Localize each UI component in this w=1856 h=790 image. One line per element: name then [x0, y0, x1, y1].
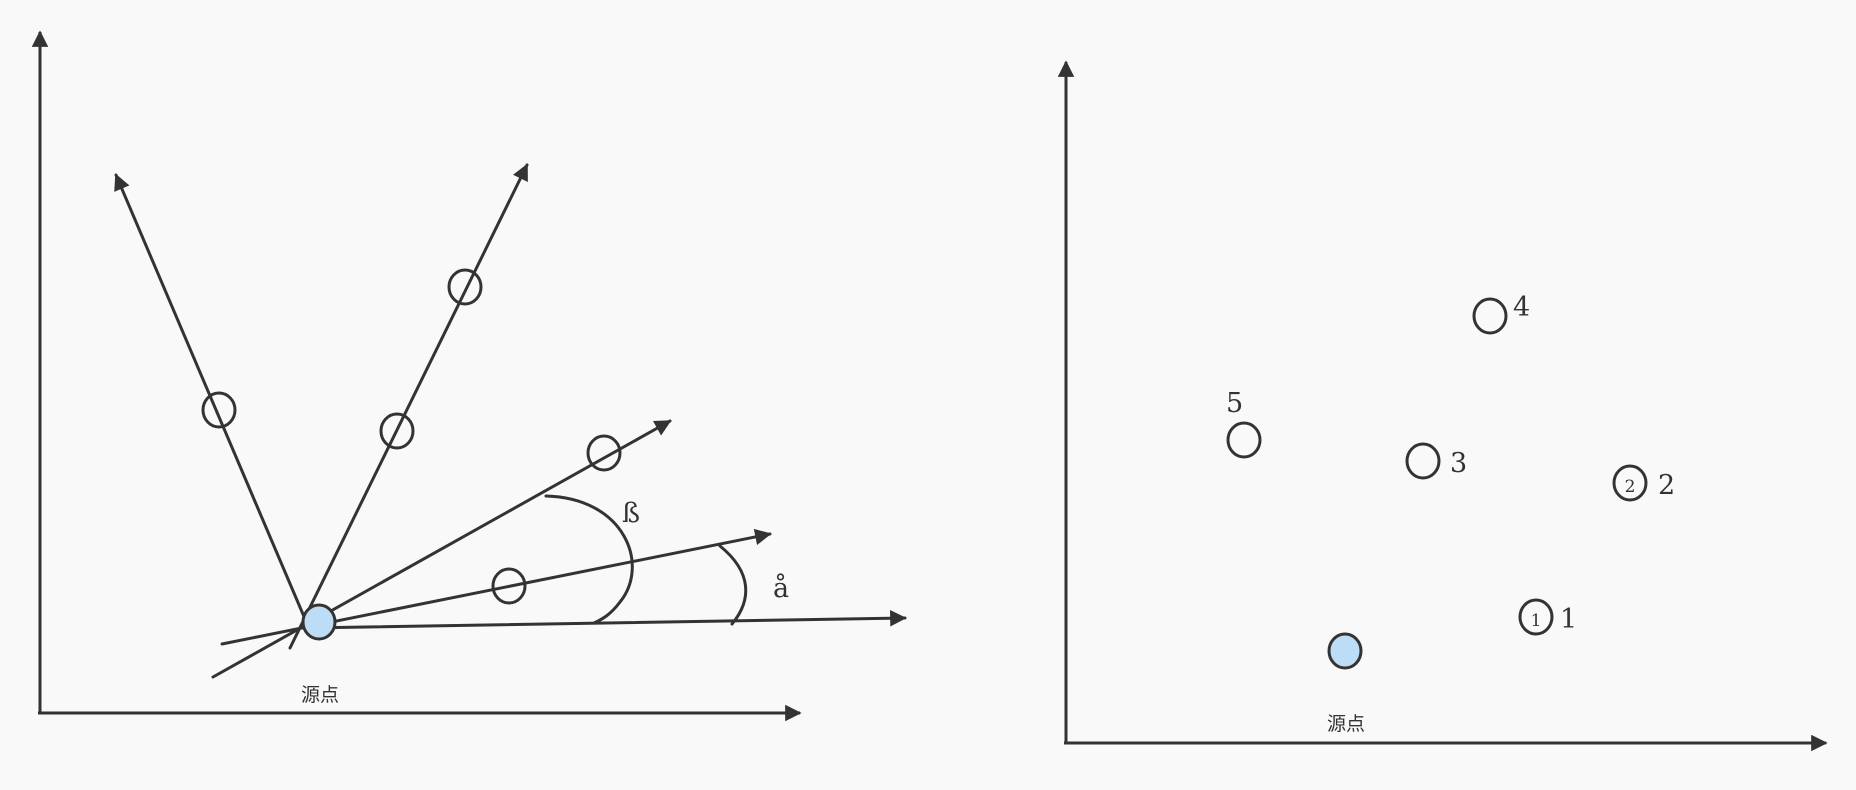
point-1-label: 1	[1560, 604, 1577, 635]
point-on-ray	[447, 268, 483, 306]
angle-beta-arc	[544, 494, 634, 625]
ray-middle	[211, 419, 672, 679]
point-4	[1472, 297, 1508, 335]
angle-alpha-label: å	[773, 572, 789, 604]
point-on-ray	[201, 391, 237, 429]
point-2-label: 2	[1658, 470, 1675, 501]
point-4-label: 4	[1513, 292, 1530, 323]
left-diagram: ß å 源点	[31, 30, 907, 722]
ray-upper-right	[288, 163, 529, 650]
point-2-inner-mark: 2	[1625, 477, 1636, 497]
origin-label: 源点	[1327, 713, 1365, 735]
point-on-ray	[491, 567, 527, 605]
right-diagram: 源点 1 1 2 2 3 4 5	[1057, 60, 1828, 752]
source-point	[301, 603, 337, 641]
point-3	[1405, 442, 1441, 480]
ray-horizontal	[303, 609, 907, 630]
angle-beta-label: ß	[622, 498, 640, 529]
point-on-ray	[586, 434, 622, 472]
origin-label: 源点	[301, 684, 339, 706]
point-1-inner-mark: 1	[1531, 611, 1542, 631]
point-5	[1226, 421, 1262, 459]
point-5-label: 5	[1226, 388, 1243, 419]
source-point	[1327, 632, 1363, 670]
point-2	[1612, 464, 1648, 502]
point-on-ray	[379, 412, 415, 450]
ray-upper-left	[114, 173, 310, 628]
angle-alpha-arc	[718, 544, 748, 626]
point-3-label: 3	[1450, 448, 1467, 479]
point-1	[1518, 598, 1554, 636]
